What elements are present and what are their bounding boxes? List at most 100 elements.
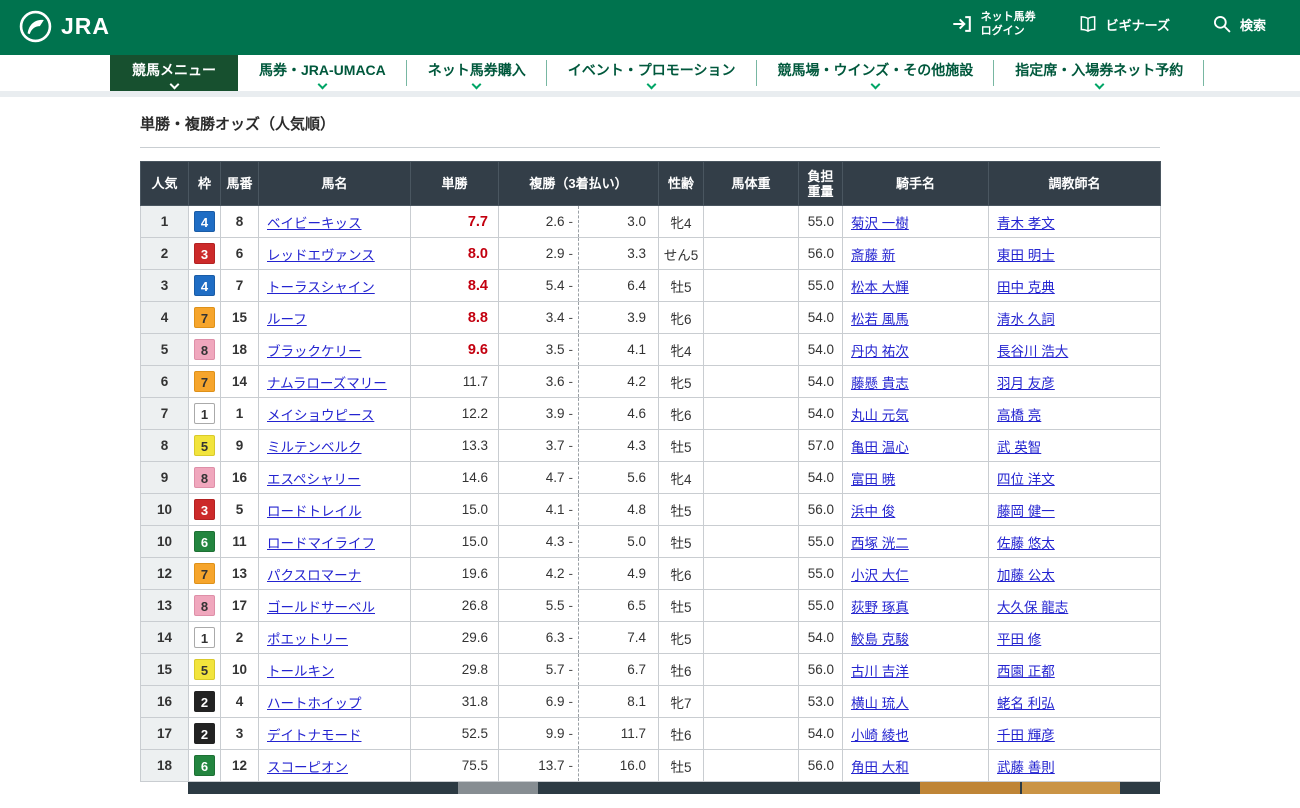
horse-name-link[interactable]: ルーフ [267,311,307,327]
nav-item-競馬メニュー[interactable]: 競馬メニュー [110,55,238,91]
horse-name-link[interactable]: ブラックケリー [267,343,362,359]
search-button[interactable]: 検索 [1212,14,1266,34]
horse-name-link[interactable]: ナムラローズマリー [267,375,387,391]
waku-cell: 6 [188,525,221,558]
horse-name-link[interactable]: ミルテンベルク [267,439,362,455]
waku-badge: 4 [194,211,215,232]
jockey-link[interactable]: 角田 大和 [851,759,909,775]
beginners-button[interactable]: ビギナーズ [1078,14,1170,34]
waku-cell: 6 [188,749,221,782]
trainer-link[interactable]: 武 英智 [997,439,1042,455]
horse-name-link[interactable]: デイトナモード [267,727,362,743]
trainer-cell: 加藤 公太 [988,557,1162,590]
trainer-link[interactable]: 大久保 龍志 [997,599,1069,615]
trainer-link[interactable]: 高橋 亮 [997,407,1042,423]
place-odds-min-cell: 6.3- [498,621,579,654]
jockey-link[interactable]: 小崎 綾也 [851,727,909,743]
header-rank: 人気 [140,161,189,206]
place-min-value: 2.6 [545,214,565,229]
trainer-link[interactable]: 平田 修 [997,631,1042,647]
horse-name-link[interactable]: ハートホイップ [267,695,362,711]
waku-cell: 8 [188,333,221,366]
trainer-cell: 佐藤 悠太 [988,525,1162,558]
trainer-link[interactable]: 佐藤 悠太 [997,535,1055,551]
horse-name-link[interactable]: レッドエヴァンス [267,247,375,263]
nav-item-イベント・プロモーション[interactable]: イベント・プロモーション [547,55,757,91]
horse-weight-cell [703,333,800,366]
jockey-link[interactable]: 浜中 俊 [851,503,896,519]
place-odds-max-cell: 16.0 [577,749,660,782]
horse-name-link[interactable]: ベイビーキッス [267,215,362,231]
jockey-link[interactable]: 丹内 祐次 [851,343,909,359]
jockey-link[interactable]: 斎藤 新 [851,247,896,263]
trainer-link[interactable]: 藤岡 健一 [997,503,1055,519]
horse-name-cell: スコーピオン [258,749,411,782]
trainer-link[interactable]: 清水 久詞 [997,311,1055,327]
jra-logo[interactable]: JRA [18,9,110,44]
jockey-link[interactable]: 古川 吉洋 [851,663,909,679]
horse-number-cell: 8 [220,205,259,238]
nav-item-ネット馬券購入[interactable]: ネット馬券購入 [407,55,547,91]
trainer-link[interactable]: 東田 明士 [997,247,1055,263]
net-baken-login-button[interactable]: ネット馬券 ログイン [951,10,1036,38]
trainer-link[interactable]: 長谷川 浩大 [997,343,1069,359]
jockey-link[interactable]: 松若 風馬 [851,311,909,327]
horse-name-link[interactable]: パクスロマーナ [267,567,362,583]
horse-number-cell: 4 [220,685,259,718]
next-table-segment [1022,782,1120,794]
win-odds-cell: 19.6 [410,557,499,590]
horse-name-link[interactable]: スコーピオン [267,759,348,775]
jockey-link[interactable]: 松本 大輝 [851,279,909,295]
jockey-link[interactable]: 丸山 元気 [851,407,909,423]
jockey-link[interactable]: 横山 琉人 [851,695,909,711]
rank-cell: 15 [140,653,189,686]
main-content: 単勝・複勝オッズ（人気順） 人気 枠 馬番 馬名 単勝 複勝（3着払い） 性齢 … [140,97,1162,794]
sex-age-cell: 牝7 [658,685,705,718]
jockey-link[interactable]: 西塚 洸二 [851,535,909,551]
trainer-link[interactable]: 四位 洋文 [997,471,1055,487]
jockey-link[interactable]: 荻野 琢真 [851,599,909,615]
waku-cell: 3 [188,493,221,526]
trainer-link[interactable]: 加藤 公太 [997,567,1055,583]
place-odds-min-cell: 5.5- [498,589,579,622]
horse-name-cell: ルーフ [258,301,411,334]
jockey-link[interactable]: 小沢 大仁 [851,567,909,583]
place-min-value: 3.9 [545,406,565,421]
trainer-link[interactable]: 羽月 友彦 [997,375,1055,391]
horse-name-link[interactable]: ゴールドサーベル [267,599,375,615]
horse-name-link[interactable]: トーラスシャイン [267,279,375,295]
win-odds-cell: 31.8 [410,685,499,718]
jockey-link[interactable]: 富田 暁 [851,471,896,487]
horse-number-cell: 10 [220,653,259,686]
nav-item-馬券・JRA-UMACA[interactable]: 馬券・JRA-UMACA [238,55,407,91]
waku-cell: 7 [188,301,221,334]
table-row: 10 3 5 ロードトレイル 15.0 4.1- 4.8 牡5 56.0 浜中 … [140,493,1162,526]
nav-item-指定席・入場券ネット予約[interactable]: 指定席・入場券ネット予約 [994,55,1205,91]
trainer-link[interactable]: 蛯名 利弘 [997,695,1055,711]
nav-item-競馬場・ウインズ・その他施設[interactable]: 競馬場・ウインズ・その他施設 [757,55,995,91]
horse-name-link[interactable]: ロードトレイル [267,503,362,519]
load-weight-cell: 54.0 [798,717,844,750]
trainer-link[interactable]: 田中 克典 [997,279,1055,295]
trainer-link[interactable]: 千田 輝彦 [997,727,1055,743]
horse-weight-cell [703,461,800,494]
jockey-link[interactable]: 鮫島 克駿 [851,631,909,647]
horse-name-link[interactable]: ポエットリー [267,631,348,647]
waku-cell: 5 [188,653,221,686]
jockey-link[interactable]: 藤懸 貴志 [851,375,909,391]
horse-name-link[interactable]: トールキン [267,663,335,679]
horse-name-link[interactable]: メイショウピース [267,407,375,423]
jockey-link[interactable]: 亀田 温心 [851,439,909,455]
trainer-link[interactable]: 青木 孝文 [997,215,1055,231]
header-place: 複勝（3着払い） [497,161,660,206]
sex-age-cell: 牡5 [658,429,705,462]
jockey-cell: 富田 暁 [842,461,990,494]
jockey-link[interactable]: 菊沢 一樹 [851,215,909,231]
trainer-link[interactable]: 武藤 善則 [997,759,1055,775]
horse-weight-cell [703,557,800,590]
trainer-link[interactable]: 西園 正都 [997,663,1055,679]
horse-name-link[interactable]: ロードマイライフ [267,535,375,551]
horse-name-link[interactable]: エスペシャリー [267,471,361,487]
table-row: 6 7 14 ナムラローズマリー 11.7 3.6- 4.2 牝5 54.0 藤… [140,365,1162,398]
sex-age-cell: 牝6 [658,397,705,430]
